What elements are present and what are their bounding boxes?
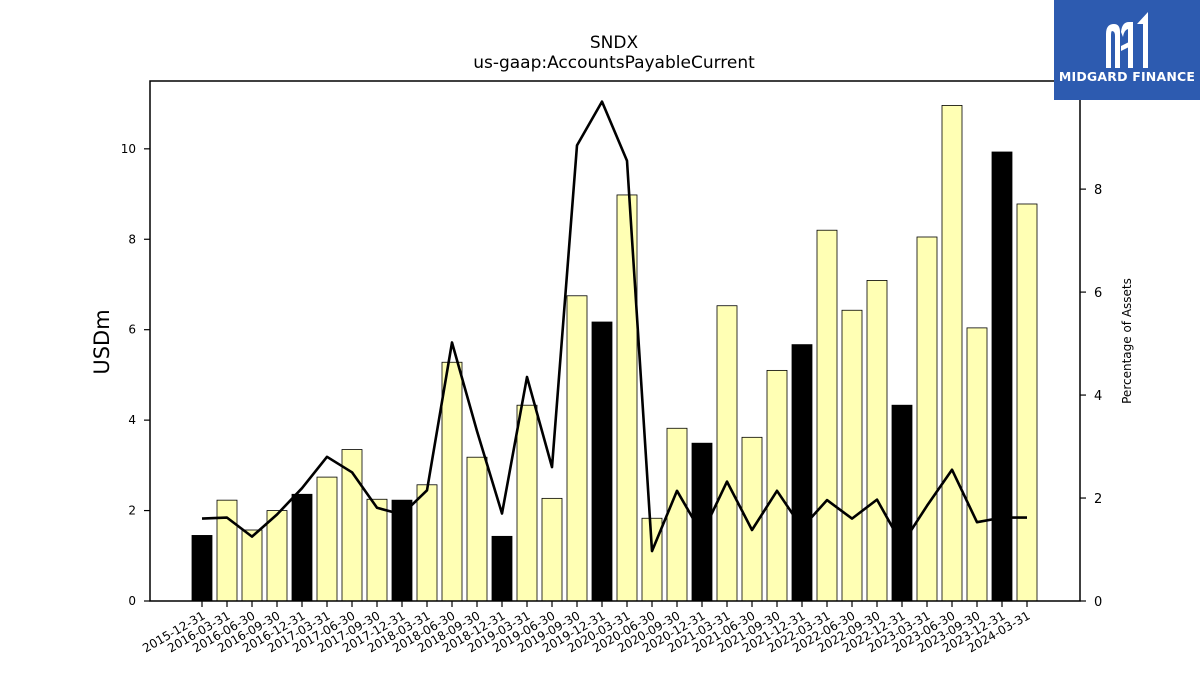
y-tick-label: 6 xyxy=(128,323,136,337)
y2-axis-label: Percentage of Assets xyxy=(1120,278,1134,404)
axes: 0246810024682015-12-312016-03-312016-06-… xyxy=(121,80,1102,655)
bar-2023-09-30 xyxy=(966,327,988,602)
bar-2017-09-30 xyxy=(366,498,388,602)
bar-2016-12-31 xyxy=(291,493,313,602)
logo-text: MIDGARD FINANCE xyxy=(1058,69,1196,84)
midgard-finance-logo: MIDGARD FINANCE xyxy=(1054,0,1200,100)
bar-2021-03-31 xyxy=(716,305,738,602)
bar-2024-03-31 xyxy=(1016,203,1038,602)
y-tick-label: 2 xyxy=(128,504,136,518)
bar-2022-06-30 xyxy=(841,309,863,602)
y-tick-label: 10 xyxy=(121,142,136,156)
bar-2022-12-31 xyxy=(891,404,913,602)
y2-tick-label: 6 xyxy=(1094,286,1102,301)
percentage-of-assets-line xyxy=(201,100,1027,553)
bar-2023-03-31 xyxy=(916,236,938,602)
bar-2016-09-30 xyxy=(266,510,288,602)
chart-subtitle: us-gaap:AccountsPayableCurrent xyxy=(473,53,755,73)
midgard-m-logo-icon xyxy=(1106,12,1148,68)
bar-2016-06-30 xyxy=(241,529,263,602)
y-tick-label: 0 xyxy=(128,594,136,608)
bar-2018-12-31 xyxy=(491,535,513,602)
line-series xyxy=(201,100,1027,553)
chart-title: SNDX xyxy=(590,33,639,53)
bar-2020-06-30 xyxy=(641,517,663,602)
y-tick-label: 4 xyxy=(128,413,136,427)
bar-2021-09-30 xyxy=(766,369,788,602)
bar-2023-12-31 xyxy=(991,151,1013,602)
bar-2018-09-30 xyxy=(466,456,488,602)
bar-2019-03-31 xyxy=(516,404,538,602)
bar-2020-09-30 xyxy=(666,427,688,602)
plot-frame xyxy=(149,80,1081,602)
bar-2018-03-31 xyxy=(416,484,438,602)
bar-2019-06-30 xyxy=(541,497,563,602)
bar-series xyxy=(191,105,1038,602)
bar-2019-09-30 xyxy=(566,295,588,602)
y2-tick-label: 0 xyxy=(1094,595,1102,610)
y-tick-label: 8 xyxy=(128,232,136,246)
bar-2017-03-31 xyxy=(316,476,338,602)
bar-2021-12-31 xyxy=(791,344,813,602)
bar-2019-12-31 xyxy=(591,321,613,602)
y2-tick-label: 4 xyxy=(1094,389,1102,404)
bar-2015-12-31 xyxy=(191,535,213,602)
y2-tick-label: 2 xyxy=(1094,492,1102,507)
bar-2016-03-31 xyxy=(216,499,238,602)
bar-2022-03-31 xyxy=(816,229,838,602)
y-axis-label: USDm xyxy=(90,309,114,374)
bar-2023-06-30 xyxy=(941,105,963,602)
bar-2022-09-30 xyxy=(866,280,888,602)
y2-tick-label: 8 xyxy=(1094,183,1102,198)
bar-2018-06-30 xyxy=(441,361,463,602)
